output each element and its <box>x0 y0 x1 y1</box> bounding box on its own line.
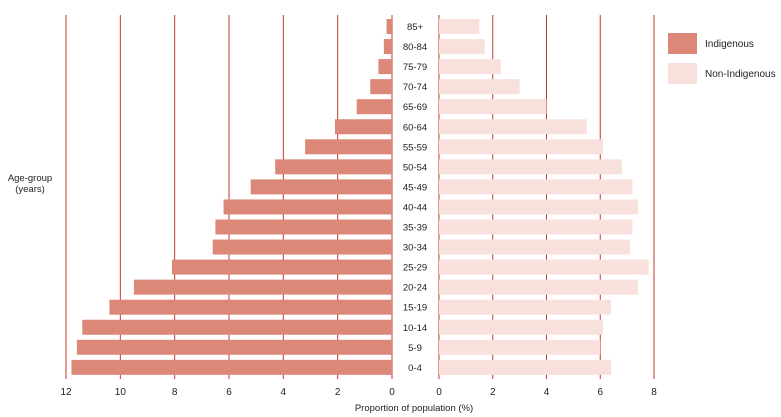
bar-non-indigenous <box>439 39 485 55</box>
y-axis-label-line1: Age-group <box>8 173 52 184</box>
legend-swatch-non-indigenous <box>668 63 697 84</box>
non-indigenous-bars <box>439 19 649 375</box>
bar-indigenous <box>82 319 393 335</box>
bar-indigenous <box>133 279 392 295</box>
bar-indigenous <box>334 119 392 135</box>
left-gridlines <box>65 15 393 379</box>
age-group-label: 20-24 <box>403 283 427 294</box>
bar-non-indigenous <box>439 339 601 355</box>
age-group-label: 70-74 <box>403 82 427 93</box>
right-tick-label: 8 <box>651 387 657 398</box>
bar-indigenous <box>76 339 392 355</box>
legend-label-indigenous: Indigenous <box>705 39 754 50</box>
bar-indigenous <box>212 239 392 255</box>
right-tick-label: 2 <box>490 387 496 398</box>
age-group-label: 25-29 <box>403 263 427 274</box>
age-group-labels: 85+ 80-84 75-79 70-74 65-69 60-64 55-59 50-54 45… <box>403 22 427 374</box>
y-axis-label-line2: (years) <box>15 184 45 195</box>
bar-non-indigenous <box>439 99 547 115</box>
x-axis-label: Proportion of population (%) <box>355 403 473 414</box>
bar-indigenous <box>171 259 392 275</box>
left-tick-label: 10 <box>115 387 127 398</box>
age-group-label: 50-54 <box>403 162 427 173</box>
bar-non-indigenous <box>439 239 630 255</box>
bar-non-indigenous <box>439 79 520 95</box>
legend: Indigenous Non-Indigenous <box>668 33 776 84</box>
age-group-label: 30-34 <box>403 243 427 254</box>
legend-label-non-indigenous: Non-Indigenous <box>705 69 776 80</box>
legend-swatch-indigenous <box>668 33 697 54</box>
bar-indigenous <box>305 139 392 155</box>
bar-indigenous <box>215 219 392 235</box>
bar-indigenous <box>250 179 392 195</box>
age-group-label: 60-64 <box>403 122 427 133</box>
bar-indigenous <box>383 39 392 55</box>
indigenous-bars <box>71 19 393 375</box>
bar-non-indigenous <box>439 319 603 335</box>
age-group-label: 35-39 <box>403 223 427 234</box>
age-group-label: 10-14 <box>403 323 427 334</box>
left-tick-label: 6 <box>226 387 232 398</box>
left-axis-ticks: 12 10 8 6 4 2 0 <box>60 387 395 398</box>
bar-indigenous <box>275 159 392 175</box>
bar-non-indigenous <box>439 59 501 75</box>
bar-non-indigenous <box>439 219 633 235</box>
bar-non-indigenous <box>439 159 622 175</box>
age-group-label: 45-49 <box>403 182 427 193</box>
bar-indigenous <box>386 19 392 34</box>
age-group-label: 80-84 <box>403 42 427 53</box>
bar-non-indigenous <box>439 279 638 295</box>
bar-indigenous <box>356 99 392 115</box>
age-group-label: 15-19 <box>403 303 427 314</box>
age-group-label: 55-59 <box>403 142 427 153</box>
age-group-label: 5-9 <box>408 343 422 354</box>
bar-non-indigenous <box>439 119 587 135</box>
bar-non-indigenous <box>439 179 633 195</box>
age-group-label: 0-4 <box>408 363 422 374</box>
bar-indigenous <box>223 199 392 215</box>
age-group-label: 40-44 <box>403 202 427 213</box>
right-tick-label: 0 <box>436 387 442 398</box>
bar-indigenous <box>370 79 392 95</box>
bar-non-indigenous <box>439 139 603 155</box>
right-axis-ticks: 0 2 4 6 8 <box>436 387 657 398</box>
bar-indigenous <box>378 59 392 75</box>
bar-non-indigenous <box>439 19 480 34</box>
bar-indigenous <box>71 359 392 375</box>
bar-non-indigenous <box>439 359 611 375</box>
left-tick-label: 12 <box>60 387 72 398</box>
age-group-label: 85+ <box>407 22 424 33</box>
bar-non-indigenous <box>439 199 638 215</box>
right-tick-label: 4 <box>544 387 550 398</box>
left-tick-label: 0 <box>389 387 395 398</box>
left-tick-label: 4 <box>281 387 287 398</box>
bar-non-indigenous <box>439 299 611 315</box>
left-tick-label: 8 <box>172 387 178 398</box>
right-tick-label: 6 <box>597 387 603 398</box>
right-gridlines <box>438 15 655 379</box>
age-group-label: 65-69 <box>403 102 427 113</box>
age-group-label: 75-79 <box>403 62 427 73</box>
bar-indigenous <box>109 299 392 315</box>
left-tick-label: 2 <box>335 387 341 398</box>
bar-non-indigenous <box>439 259 649 275</box>
